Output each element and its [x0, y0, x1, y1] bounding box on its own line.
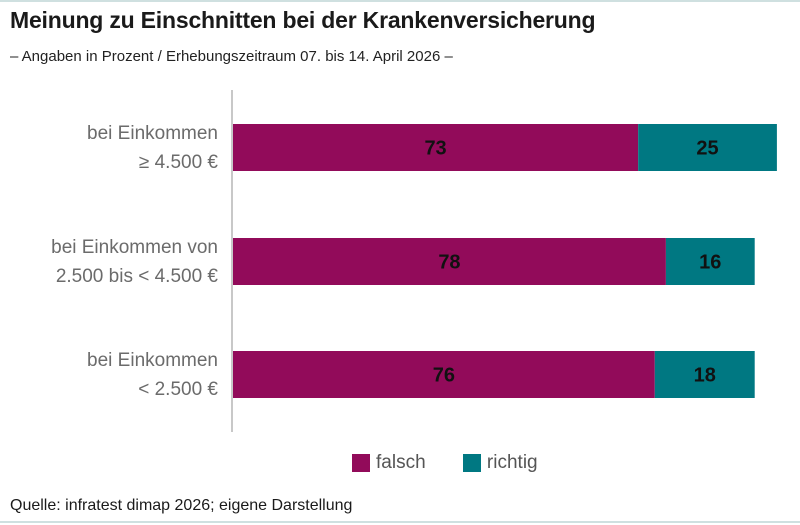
legend-label-falsch: falsch [376, 452, 426, 473]
bar-falsch-2 [233, 351, 655, 398]
bar-falsch-0 [233, 124, 639, 171]
legend-swatch-falsch [352, 454, 370, 472]
chart-title: Meinung zu Einschnitten bei der Krankenv… [10, 7, 596, 33]
legend: falsch richtig [352, 452, 570, 478]
category-label-line: < 2.500 € [138, 378, 218, 400]
category-label-line: bei Einkommen [87, 349, 218, 371]
data-label-richtig-0: 25 [696, 138, 718, 160]
data-label-falsch-0: 73 [424, 138, 446, 160]
bar-richtig-0 [638, 124, 777, 171]
category-label-line: bei Einkommen [87, 122, 218, 144]
legend-label-richtig: richtig [486, 452, 538, 473]
bar-richtig-2 [654, 351, 755, 398]
category-label-2: bei Einkommen < 2.500 € [0, 346, 218, 404]
data-label-falsch-2: 76 [433, 365, 455, 387]
data-label-richtig-2: 18 [694, 365, 716, 387]
legend-item-richtig: richtig [462, 452, 538, 474]
category-label-line: ≥ 4.500 € [138, 151, 218, 173]
source-note: Quelle: infratest dimap 2026; eigene Dar… [10, 497, 353, 514]
category-label-0: bei Einkommen ≥ 4.500 € [0, 119, 218, 177]
data-label-richtig-1: 16 [699, 252, 721, 274]
legend-item-falsch: falsch [352, 452, 426, 474]
data-label-falsch-1: 78 [438, 252, 460, 274]
bar-falsch-1 [233, 238, 666, 285]
category-label-line: 2.500 bis < 4.500 € [55, 265, 218, 287]
category-label-1: bei Einkommen von 2.500 bis < 4.500 € [0, 233, 218, 291]
chart-subtitle: – Angaben in Prozent / Erhebungszeitraum… [10, 48, 453, 65]
legend-swatch-richtig [462, 454, 481, 472]
category-label-line: bei Einkommen von [51, 236, 218, 258]
bar-richtig-1 [665, 238, 755, 285]
